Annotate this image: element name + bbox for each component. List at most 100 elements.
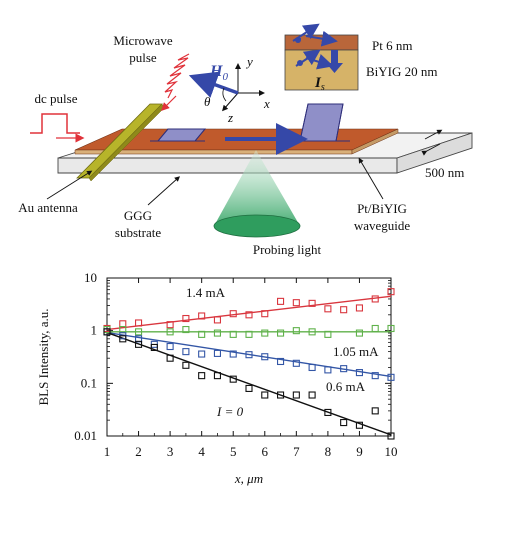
data-point-series-0 xyxy=(292,299,300,307)
coordinate-axes xyxy=(188,63,265,112)
data-point-series-1 xyxy=(182,326,190,334)
waveguide-label-2: waveguide xyxy=(354,218,411,233)
x-tick-label: 3 xyxy=(167,444,174,459)
data-point-series-1 xyxy=(213,329,221,337)
data-point-series-3 xyxy=(292,391,300,399)
microwave-label-2: pulse xyxy=(129,50,157,65)
axis-x-label: x xyxy=(263,96,270,111)
data-point-series-0 xyxy=(277,297,285,305)
fit-line-series-0 xyxy=(106,295,392,331)
data-point-series-0 xyxy=(229,310,237,318)
x-tick-label: 7 xyxy=(293,444,300,459)
dc-pulse-glyph xyxy=(30,113,80,134)
data-point-series-2 xyxy=(387,373,395,381)
waveguide-film xyxy=(74,128,399,155)
x-tick-label: 1 xyxy=(104,444,111,459)
data-point-series-2 xyxy=(213,349,221,357)
x-axis-label: x, μm xyxy=(234,471,263,486)
series-label-1-05ma: 1.05 mA xyxy=(333,344,379,359)
axis-y-label: y xyxy=(245,54,253,69)
data-point-series-3 xyxy=(150,343,158,352)
x-tick-label: 6 xyxy=(262,444,269,459)
data-point-series-3 xyxy=(355,421,363,429)
schematic: Microwave pulse dc pulse H0 y x z θ Pt 6… xyxy=(18,23,473,257)
data-point-series-3 xyxy=(324,408,332,416)
ggg-label-2: substrate xyxy=(115,225,161,240)
data-point-series-2 xyxy=(308,363,316,372)
y-tick-label: 1 xyxy=(91,323,98,338)
data-point-series-2 xyxy=(292,359,300,367)
data-point-series-0 xyxy=(340,306,348,314)
data-point-series-1 xyxy=(166,328,174,336)
current-label: Is xyxy=(314,75,325,93)
pulse-small xyxy=(150,128,207,142)
biyig-layer-label: BiYIG 20 nm xyxy=(366,64,438,79)
data-point-series-0 xyxy=(198,312,206,320)
data-point-series-0 xyxy=(119,320,127,328)
data-point-series-1 xyxy=(277,329,285,337)
data-point-series-3 xyxy=(387,432,395,440)
data-point-series-1 xyxy=(245,330,253,338)
x-tick-label: 9 xyxy=(356,444,363,459)
data-point-series-2 xyxy=(324,366,332,374)
data-point-series-0 xyxy=(245,311,253,319)
data-point-series-0 xyxy=(324,305,332,313)
data-point-series-2 xyxy=(340,365,348,373)
data-point-series-1 xyxy=(198,330,206,338)
data-point-series-1 xyxy=(261,329,269,337)
x-tick-label: 8 xyxy=(325,444,332,459)
data-point-series-1 xyxy=(324,330,332,338)
bls-chart: 1 2 3 4 5 6 7 8 9 10 0.01 0.1 1 10 x, μm BLS Intensit… xyxy=(36,270,398,486)
data-point-series-3 xyxy=(182,361,190,369)
data-point-series-0 xyxy=(261,310,269,318)
data-point-series-0 xyxy=(371,295,379,303)
data-point-series-1 xyxy=(229,330,237,338)
data-point-series-3 xyxy=(261,391,269,399)
data-point-series-3 xyxy=(245,384,253,392)
data-point-series-2 xyxy=(166,342,174,351)
data-point-series-3 xyxy=(135,340,143,348)
data-point-series-3 xyxy=(371,407,379,415)
fit-line-series-3 xyxy=(106,331,392,436)
probing-light-label: Probing light xyxy=(253,242,322,257)
data-point-series-2 xyxy=(371,372,379,380)
data-point-series-3 xyxy=(340,419,348,427)
data-point-series-0 xyxy=(213,316,221,324)
fit-lines xyxy=(106,295,392,436)
x-tick-label: 5 xyxy=(230,444,237,459)
data-point-series-2 xyxy=(355,369,363,377)
data-point-series-3 xyxy=(103,328,111,336)
data-point-series-3 xyxy=(308,391,316,399)
axis-ticks: 1 2 3 4 5 6 7 8 9 10 0.01 0.1 1 10 xyxy=(74,270,397,459)
y-tick-label: 10 xyxy=(84,270,97,285)
data-point-series-3 xyxy=(166,354,174,362)
data-point-series-2 xyxy=(182,348,190,356)
data-points xyxy=(103,288,395,440)
leader-lines xyxy=(46,129,443,206)
data-point-series-0 xyxy=(135,319,143,327)
pt-layer-label: Pt 6 nm xyxy=(372,38,412,53)
data-point-series-0 xyxy=(355,304,363,312)
field-label: H0 xyxy=(209,63,228,83)
microwave-wave xyxy=(164,53,190,99)
data-point-series-3 xyxy=(119,335,127,343)
microwave-arrow xyxy=(161,95,177,111)
data-point-series-3 xyxy=(277,391,285,399)
angle-label: θ xyxy=(204,94,211,109)
series-label-1-4ma: 1.4 mA xyxy=(186,285,226,300)
data-point-series-2 xyxy=(261,353,269,361)
fit-line-series-2 xyxy=(106,331,392,378)
data-point-series-2 xyxy=(277,357,285,366)
data-point-series-2 xyxy=(245,351,253,359)
x-tick-label: 4 xyxy=(198,444,205,459)
dc-pulse-label: dc pulse xyxy=(35,91,78,106)
data-point-series-0 xyxy=(166,321,174,329)
data-point-series-1 xyxy=(387,324,395,333)
data-point-series-0 xyxy=(308,299,316,307)
data-point-series-1 xyxy=(292,327,300,335)
data-point-series-1 xyxy=(355,329,363,337)
series-label-i-0: I = 0 xyxy=(216,404,244,419)
data-point-series-1 xyxy=(135,328,143,336)
data-point-series-0 xyxy=(387,288,395,296)
